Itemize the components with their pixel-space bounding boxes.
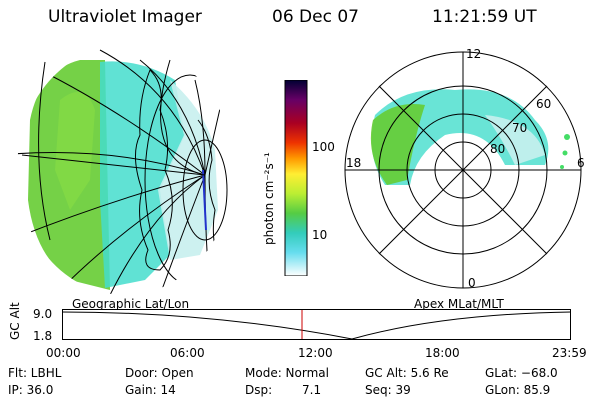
gc-alt-info: GC Alt: 5.6 Re (365, 366, 449, 380)
geographic-label: Geographic Lat/Lon (72, 297, 190, 311)
polar-grid (344, 51, 582, 289)
altitude-ytick-bottom: 1.8 (33, 329, 53, 343)
dsp-label: Dsp: (245, 383, 273, 397)
mlat-label-60: 60 (536, 97, 552, 111)
glat-info: GLat: −68.0 (485, 366, 558, 380)
altitude-ytick-top: 9.0 (33, 307, 53, 321)
altitude-xtick-1: 06:00 (170, 346, 205, 360)
globe-icon (17, 49, 233, 295)
ip-info: IP: 36.0 (8, 383, 54, 397)
equator-line (21, 154, 206, 176)
colorbar-unit-label: photon cm⁻²s⁻¹ (262, 152, 276, 245)
polar-emission-green (370, 104, 425, 185)
altitude-xtick-4: 23:59 (552, 346, 587, 360)
mlt-label-18: 18 (346, 156, 362, 170)
geographic-image (17, 49, 233, 295)
instrument-title: Ultraviolet Imager (48, 7, 202, 27)
altitude-ylabel: GC Alt (8, 302, 22, 340)
polar-label: Apex MLat/MLT (414, 297, 504, 311)
glon-info: GLon: 85.9 (485, 383, 551, 397)
coastline-1 (135, 69, 173, 271)
altitude-xtick-3: 18:00 (425, 346, 460, 360)
polar-image (344, 51, 582, 289)
colorbar-tick-100: 100 (312, 140, 335, 154)
door-info: Door: Open (125, 366, 194, 380)
seq-info: Seq: 39 (365, 383, 411, 397)
colorbar-tick-10: 10 (312, 228, 328, 242)
gain-info: Gain: 14 (125, 383, 176, 397)
uv-emission-patch (55, 92, 95, 210)
date-label: 06 Dec 07 (272, 7, 359, 27)
time-label: 11:21:59 UT (432, 7, 537, 27)
mode-info: Mode: Normal (245, 366, 329, 380)
filter-info: Flt: LBHL (8, 366, 62, 380)
altitude-plot (62, 309, 572, 340)
mlat-label-80: 80 (490, 142, 506, 156)
altitude-curve (62, 311, 572, 340)
altitude-xtick-2: 12:00 (298, 346, 333, 360)
altitude-xtick-0: 00:00 (46, 346, 81, 360)
mlt-label-6: 6 (577, 156, 585, 170)
colorbar (284, 80, 308, 276)
mlt-label-12: 12 (466, 47, 482, 61)
mlt-label-0: 0 (468, 276, 476, 290)
uv-emission-cyan (100, 61, 185, 288)
coastline-2 (197, 119, 221, 266)
dsp-value: 7.1 (302, 383, 322, 397)
mlat-label-70: 70 (512, 121, 528, 135)
terminator-line (202, 169, 207, 231)
